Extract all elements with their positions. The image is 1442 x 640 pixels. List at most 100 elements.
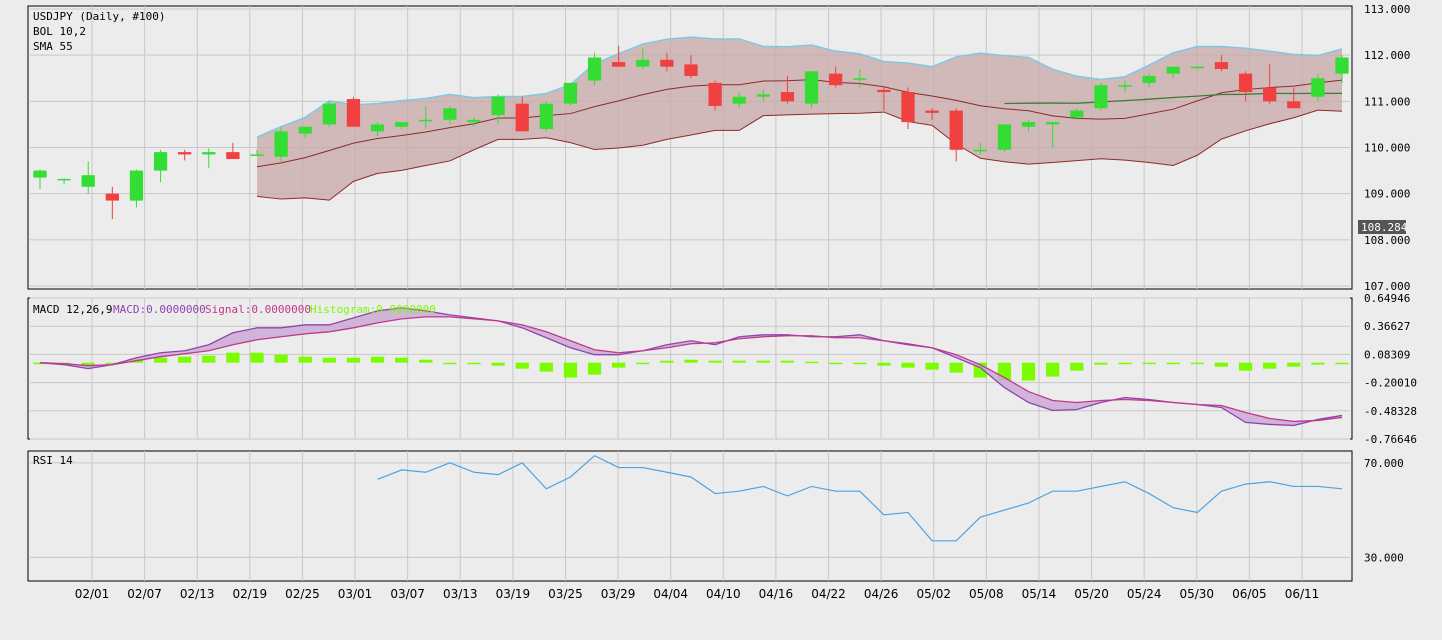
candle-body: [1311, 78, 1325, 97]
rsi-panel-title: RSI 14: [33, 454, 73, 467]
macd-histogram-bar: [1070, 362, 1084, 371]
candle-body: [1166, 66, 1180, 74]
sma-55-line: [1004, 92, 1342, 105]
candle-body: [57, 178, 71, 181]
rsi-series: [377, 455, 1343, 542]
candle-body: [250, 154, 264, 156]
macd-histogram-bar: [708, 360, 722, 363]
macd-histogram-bar: [370, 356, 385, 363]
x-tick-label: 05/24: [1127, 587, 1162, 601]
candle-body: [178, 152, 192, 155]
macd-panel-frame: [27, 297, 1353, 440]
candle-body: [997, 124, 1012, 150]
macd-y-tick-label: -0.76646: [1364, 433, 1417, 446]
candle-body: [756, 94, 770, 97]
price-y-tick-label: 109.000: [1364, 188, 1410, 201]
price-y-tick-label: 107.000: [1364, 280, 1410, 293]
x-tick-label: 02/07: [127, 587, 162, 601]
candle-body: [539, 103, 553, 130]
rsi-y-tick-label: 30.000: [1364, 551, 1404, 564]
rsi-line: [377, 455, 1343, 542]
macd-histogram-bar: [539, 362, 553, 372]
candle-body: [105, 193, 119, 201]
macd-y-tick-label: -0.20010: [1364, 377, 1417, 390]
macd-histogram-bar: [419, 359, 433, 363]
candle-body: [853, 78, 867, 80]
macd-histogram-bar: [298, 356, 312, 363]
last-price-tag-bg: [1358, 220, 1406, 234]
x-tick-label: 03/13: [443, 587, 478, 601]
candle-body: [973, 149, 987, 152]
candle-body: [684, 64, 698, 76]
macd-histogram-bar: [443, 362, 457, 365]
macd-histogram-bar: [1238, 362, 1253, 371]
candle-body: [346, 99, 361, 127]
x-tick-label: 06/05: [1232, 587, 1267, 601]
macd-histogram-bar: [756, 360, 770, 363]
x-tick-label: 04/26: [864, 587, 899, 601]
price-y-tick-label: 110.000: [1364, 142, 1410, 155]
macd-histogram-bar: [226, 352, 240, 363]
last-price-tag: 108.284: [1361, 221, 1408, 234]
macd-line: [39, 307, 1343, 427]
candle-body: [1021, 122, 1036, 127]
macd-histogram-bar: [1021, 362, 1036, 381]
macd-histogram-bar: [1142, 362, 1156, 365]
x-tick-label: 02/19: [233, 587, 268, 601]
candle-body: [1046, 122, 1060, 125]
candle-body: [1263, 87, 1277, 102]
x-tick-label: 05/14: [1022, 587, 1057, 601]
candle-body: [1287, 101, 1301, 109]
macd-histogram-bar: [732, 360, 746, 363]
candle-body: [1238, 73, 1253, 93]
macd-histogram-bar: [636, 362, 650, 365]
macd-legend-histogram: Histogram:0.0000000: [310, 303, 436, 316]
macd-histogram-bar: [1166, 362, 1180, 365]
x-tick-label: 02/01: [75, 587, 110, 601]
price-panel-frame: [27, 5, 1353, 290]
bollinger-band-fill: [257, 37, 1342, 201]
macd-histogram-bar: [1046, 362, 1060, 377]
x-tick-label: 04/10: [706, 587, 741, 601]
candle-body: [515, 103, 529, 132]
candle-body: [322, 103, 336, 125]
sma-legend: SMA 55: [33, 40, 73, 53]
macd-legend-macd: MACD:0.0000000: [113, 303, 206, 316]
macd-y-tick-label: 0.64946: [1364, 292, 1410, 305]
candle-body: [370, 124, 385, 132]
candle-body: [1118, 85, 1132, 87]
macd-histogram-bar: [1190, 362, 1204, 365]
axis-labels: 02/01 02/07 02/13 02/19 02/25 03/01 03/07 03/13…: [75, 3, 1417, 601]
macd-histogram-bar: [491, 362, 505, 366]
macd-histogram-bar: [1118, 362, 1132, 365]
candle-body: [708, 82, 722, 106]
macd-histogram-bar: [925, 362, 939, 370]
macd-histogram-bar: [1094, 362, 1108, 365]
macd-histogram-bar: [153, 357, 168, 363]
candle-body: [780, 92, 795, 102]
macd-histogram-bar: [780, 360, 795, 363]
macd-histogram-bar: [322, 357, 336, 363]
macd-histogram-bar: [467, 362, 481, 365]
bollinger-bands: [256, 36, 1343, 201]
macd-histogram-bar: [250, 352, 264, 363]
x-tick-label: 06/11: [1285, 587, 1320, 601]
candle-body: [226, 152, 240, 160]
candle-body: [419, 119, 433, 122]
macd-histogram-bar: [202, 355, 216, 363]
candle-body: [829, 73, 843, 86]
candle-body: [1190, 66, 1204, 69]
x-tick-label: 03/29: [601, 587, 636, 601]
signal-line: [39, 316, 1343, 423]
bollinger-upper-line: [256, 36, 1343, 138]
x-tick-label: 03/19: [496, 587, 531, 601]
macd-histogram-bar: [395, 357, 409, 363]
macd-histogram-bar: [563, 362, 578, 378]
macd-histogram-bar: [1335, 362, 1349, 365]
bollinger-lower-line: [256, 109, 1343, 201]
x-tick-label: 03/01: [338, 587, 373, 601]
macd-histogram-bar: [1214, 362, 1229, 367]
x-tick-label: 05/20: [1074, 587, 1109, 601]
